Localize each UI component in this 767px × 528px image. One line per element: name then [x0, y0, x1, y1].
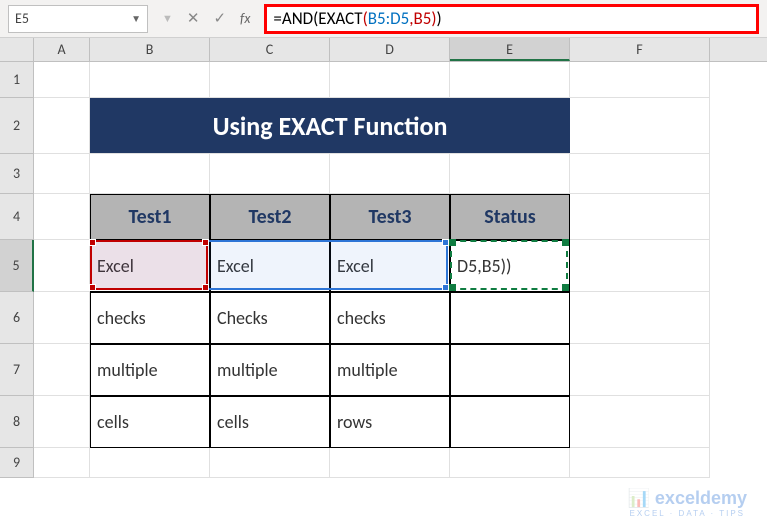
cell[interactable]	[34, 154, 90, 194]
select-all-corner[interactable]	[0, 38, 34, 61]
table-cell[interactable]: Excel	[330, 240, 450, 292]
cell[interactable]	[570, 154, 710, 194]
cell[interactable]	[90, 154, 210, 194]
cell[interactable]	[570, 396, 710, 448]
table-cell[interactable]: Excel	[210, 240, 330, 292]
cell[interactable]	[570, 62, 710, 98]
table-cell[interactable]: checks	[330, 292, 450, 344]
cell[interactable]	[210, 154, 330, 194]
table-cell[interactable]: D5,B5))	[450, 240, 570, 292]
cell[interactable]	[570, 240, 710, 292]
table-cell[interactable]	[450, 396, 570, 448]
spreadsheet-grid[interactable]: ABCDEF 123456789 Using EXACT Function Tes…	[0, 38, 767, 528]
cell[interactable]	[330, 62, 450, 98]
column-header-f[interactable]: F	[570, 38, 710, 61]
cell[interactable]	[450, 448, 570, 478]
row-header-5[interactable]: 5	[0, 240, 34, 292]
table-header[interactable]: Test2	[210, 194, 330, 240]
table-cell[interactable]: multiple	[210, 344, 330, 396]
title-band: Using EXACT Function	[90, 98, 570, 154]
table-cell[interactable]	[450, 292, 570, 344]
table-cell[interactable]: Checks	[210, 292, 330, 344]
column-header-b[interactable]: B	[90, 38, 210, 61]
enter-icon[interactable]: ✓	[213, 9, 226, 28]
name-box-value: E5	[15, 10, 29, 27]
cell[interactable]	[34, 344, 90, 396]
row-header-2[interactable]: 2	[0, 98, 34, 154]
cell[interactable]	[330, 448, 450, 478]
cell[interactable]	[210, 62, 330, 98]
cell[interactable]	[34, 98, 90, 154]
table-cell[interactable]: rows	[330, 396, 450, 448]
cell[interactable]	[34, 62, 90, 98]
table-cell[interactable]: cells	[210, 396, 330, 448]
table-header[interactable]: Test1	[90, 194, 210, 240]
formula-bar-icons: ▼ ✕ ✓ fx	[148, 9, 264, 28]
table-cell[interactable]	[450, 344, 570, 396]
cell[interactable]	[570, 194, 710, 240]
cell[interactable]	[450, 62, 570, 98]
cell[interactable]	[34, 194, 90, 240]
row-header-7[interactable]: 7	[0, 344, 34, 396]
row-header-1[interactable]: 1	[0, 62, 34, 98]
cells-area[interactable]: Using EXACT Function Test1Test2Test3Statu…	[34, 62, 767, 478]
name-box[interactable]: E5 ▼	[8, 5, 148, 33]
formula-text: =AND(EXACT(B5:D5,B5))	[273, 8, 441, 29]
table-cell[interactable]: cells	[90, 396, 210, 448]
row-header-6[interactable]: 6	[0, 292, 34, 344]
cell[interactable]	[34, 292, 90, 344]
table-header[interactable]: Test3	[330, 194, 450, 240]
column-header-c[interactable]: C	[210, 38, 330, 61]
cell[interactable]	[330, 154, 450, 194]
cell[interactable]	[570, 344, 710, 396]
table-cell[interactable]: checks	[90, 292, 210, 344]
column-header-d[interactable]: D	[330, 38, 450, 61]
table-cell[interactable]: multiple	[90, 344, 210, 396]
row-headers: 123456789	[0, 62, 34, 478]
column-headers: ABCDEF	[0, 38, 767, 62]
cell[interactable]	[570, 448, 710, 478]
table-header[interactable]: Status	[450, 194, 570, 240]
row-header-3[interactable]: 3	[0, 154, 34, 194]
row-header-4[interactable]: 4	[0, 194, 34, 240]
cell[interactable]	[90, 62, 210, 98]
cell[interactable]	[34, 396, 90, 448]
name-box-dropdown-icon[interactable]: ▼	[131, 12, 141, 25]
cell[interactable]	[90, 448, 210, 478]
table-cell[interactable]: multiple	[330, 344, 450, 396]
table-cell[interactable]: Excel	[90, 240, 210, 292]
row-header-9[interactable]: 9	[0, 448, 34, 478]
dropdown-icon[interactable]: ▼	[162, 12, 173, 25]
cancel-icon[interactable]: ✕	[187, 9, 200, 28]
column-header-e[interactable]: E	[450, 38, 570, 61]
cell[interactable]	[34, 448, 90, 478]
cell[interactable]	[570, 292, 710, 344]
cell[interactable]	[210, 448, 330, 478]
watermark: 📊 exceldemy EXCEL · DATA · TIPS	[628, 488, 748, 518]
cell[interactable]	[450, 154, 570, 194]
fx-icon[interactable]: fx	[240, 10, 250, 27]
cell[interactable]	[34, 240, 90, 292]
column-header-a[interactable]: A	[34, 38, 90, 61]
row-header-8[interactable]: 8	[0, 396, 34, 448]
cell[interactable]	[570, 98, 710, 154]
formula-input[interactable]: =AND(EXACT(B5:D5,B5))	[264, 4, 759, 34]
formula-bar: E5 ▼ ▼ ✕ ✓ fx =AND(EXACT(B5:D5,B5))	[0, 0, 767, 38]
